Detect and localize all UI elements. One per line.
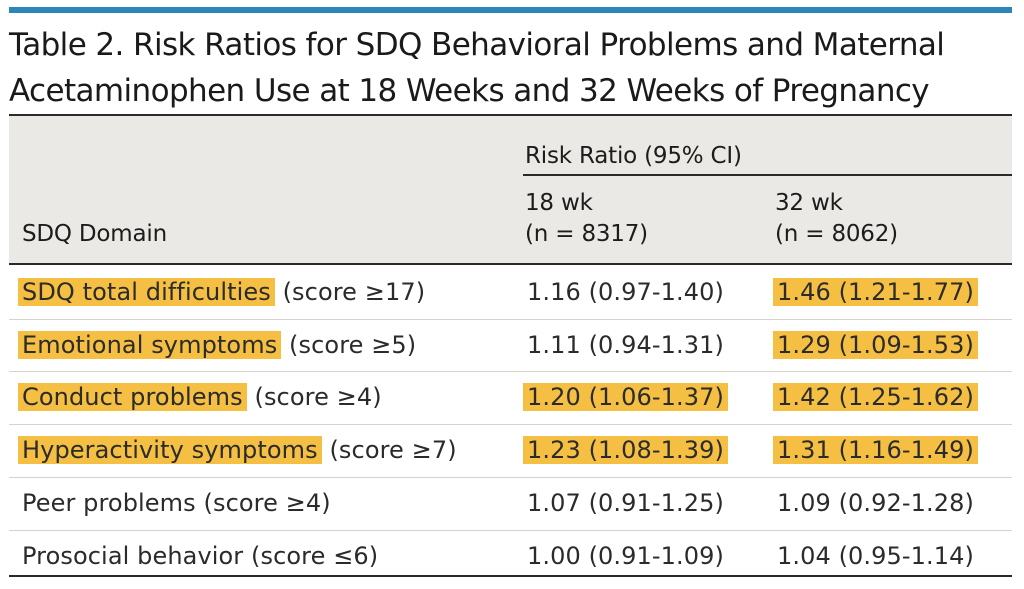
row-cell-32wk: 1.42 (1.25-1.62) — [773, 380, 978, 414]
top-accent-rule — [9, 7, 1012, 13]
row-cell-32wk: 1.04 (0.95-1.14) — [777, 539, 974, 573]
row-rr-32wk: 1.29 (1.09-1.53) — [773, 331, 978, 359]
header-18wk: 18 wk — [525, 190, 593, 216]
row-rr-18wk: 1.07 (0.91-1.25) — [527, 489, 724, 517]
row-divider — [9, 319, 1012, 320]
row-domain: Conduct problems (score ≥4) — [18, 380, 382, 414]
row-domain: Emotional symptoms (score ≥5) — [18, 328, 417, 362]
header-32wk-n: (n = 8062) — [775, 221, 898, 247]
row-cell-18wk: 1.23 (1.08-1.39) — [523, 433, 728, 467]
row-divider — [9, 530, 1012, 531]
row-criterion: (score ≥4) — [254, 383, 382, 411]
row-rr-32wk: 1.09 (0.92-1.28) — [777, 489, 974, 517]
row-rr-18wk: 1.20 (1.06-1.37) — [523, 383, 728, 411]
row-divider — [9, 424, 1012, 425]
row-criterion: (score ≥5) — [289, 331, 417, 359]
row-cell-18wk: 1.16 (0.97-1.40) — [527, 275, 724, 309]
row-rr-18wk: 1.16 (0.97-1.40) — [527, 278, 724, 306]
row-rr-18wk: 1.00 (0.91-1.09) — [527, 542, 724, 570]
row-criterion: (score ≥4) — [203, 489, 331, 517]
row-domain: Prosocial behavior (score ≤6) — [22, 539, 378, 573]
header-sdq-domain: SDQ Domain — [22, 221, 167, 247]
row-cell-32wk: 1.31 (1.16-1.49) — [773, 433, 978, 467]
row-cell-18wk: 1.00 (0.91-1.09) — [527, 539, 724, 573]
row-cell-18wk: 1.11 (0.94-1.31) — [527, 328, 724, 362]
row-cell-32wk: 1.09 (0.92-1.28) — [777, 486, 974, 520]
header-group-rule — [523, 174, 1012, 176]
row-rr-32wk: 1.04 (0.95-1.14) — [777, 542, 974, 570]
row-rr-18wk: 1.11 (0.94-1.31) — [527, 331, 724, 359]
row-domain: Hyperactivity symptoms (score ≥7) — [18, 433, 457, 467]
row-domain-name: Emotional symptoms — [18, 331, 282, 359]
table-header — [9, 116, 1012, 264]
row-rr-32wk: 1.46 (1.21-1.77) — [773, 278, 978, 306]
row-divider — [9, 477, 1012, 478]
row-divider — [9, 371, 1012, 372]
row-rr-32wk: 1.31 (1.16-1.49) — [773, 436, 978, 464]
table-title-line-1: Table 2. Risk Ratios for SDQ Behavioral … — [9, 27, 945, 63]
row-criterion: (score ≥7) — [329, 436, 457, 464]
row-domain: Peer problems (score ≥4) — [22, 486, 331, 520]
table-title-line-2: Acetaminophen Use at 18 Weeks and 32 Wee… — [9, 73, 930, 109]
row-domain-name: Peer problems — [22, 489, 196, 517]
row-domain: SDQ total difficulties (score ≥17) — [18, 275, 426, 309]
row-criterion: (score ≤6) — [251, 542, 379, 570]
row-rr-32wk: 1.42 (1.25-1.62) — [773, 383, 978, 411]
row-domain-name: Conduct problems — [18, 383, 247, 411]
row-domain-name: Prosocial behavior — [22, 542, 244, 570]
header-risk-ratio-group: Risk Ratio (95% CI) — [525, 143, 742, 169]
row-cell-18wk: 1.20 (1.06-1.37) — [523, 380, 728, 414]
row-rr-18wk: 1.23 (1.08-1.39) — [523, 436, 728, 464]
header-bottom-rule — [9, 263, 1012, 265]
row-domain-name: SDQ total difficulties — [18, 278, 275, 306]
row-domain-name: Hyperactivity symptoms — [18, 436, 322, 464]
header-32wk: 32 wk — [775, 190, 843, 216]
table-bottom-rule — [9, 575, 1012, 577]
row-cell-18wk: 1.07 (0.91-1.25) — [527, 486, 724, 520]
header-top-rule — [9, 114, 1012, 116]
table-title: Table 2. Risk Ratios for SDQ Behavioral … — [9, 22, 1009, 114]
row-cell-32wk: 1.46 (1.21-1.77) — [773, 275, 978, 309]
row-cell-32wk: 1.29 (1.09-1.53) — [773, 328, 978, 362]
header-18wk-n: (n = 8317) — [525, 221, 648, 247]
row-criterion: (score ≥17) — [282, 278, 426, 306]
